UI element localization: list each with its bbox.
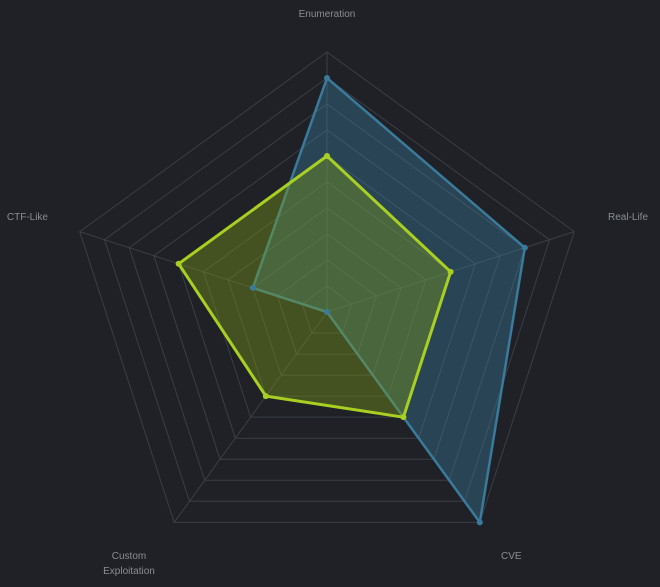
grid-ring: [128, 103, 526, 481]
grid-ring: [103, 77, 551, 502]
axis-label-real-life: Real-Life: [608, 212, 648, 223]
axis-label-ctf-like: CTF-Like: [7, 212, 49, 223]
axis-label-line: Custom: [112, 551, 146, 562]
series-layer: [175, 75, 528, 526]
axis-labels: Enumeration Real-Life CVE Custom Exploita…: [7, 9, 649, 577]
series-2-point-custom_exploitation: [262, 393, 269, 400]
series-1-point-custom_exploitation: [324, 309, 330, 315]
grid-ring: [301, 285, 353, 334]
axis-spoke-custom_exploitation: [173, 311, 328, 523]
grid-ring: [202, 181, 452, 418]
grid-ring: [153, 129, 501, 460]
series-1-point-real_life: [521, 244, 528, 251]
axis-label-enumeration: Enumeration: [299, 9, 356, 20]
axis-label-line: Exploitation: [103, 566, 155, 577]
series-2-point-cve: [400, 414, 407, 421]
series-2-point-real_life: [447, 268, 454, 275]
series-1-point-cve: [476, 519, 483, 526]
series-1-point-ctf_like: [249, 284, 256, 291]
axis-label-custom-exploitation: Custom Exploitation: [103, 551, 155, 577]
grid-ring: [227, 207, 427, 397]
series-2-area: [177, 154, 453, 419]
series-2-point-enumeration: [324, 153, 330, 159]
grid-ring: [79, 51, 575, 523]
axis-label-cve: CVE: [501, 551, 522, 562]
grid-ring: [276, 259, 378, 355]
grid-ring: [252, 233, 402, 376]
series-2-point-ctf_like: [175, 260, 182, 267]
series-1-point-enumeration: [324, 75, 330, 81]
